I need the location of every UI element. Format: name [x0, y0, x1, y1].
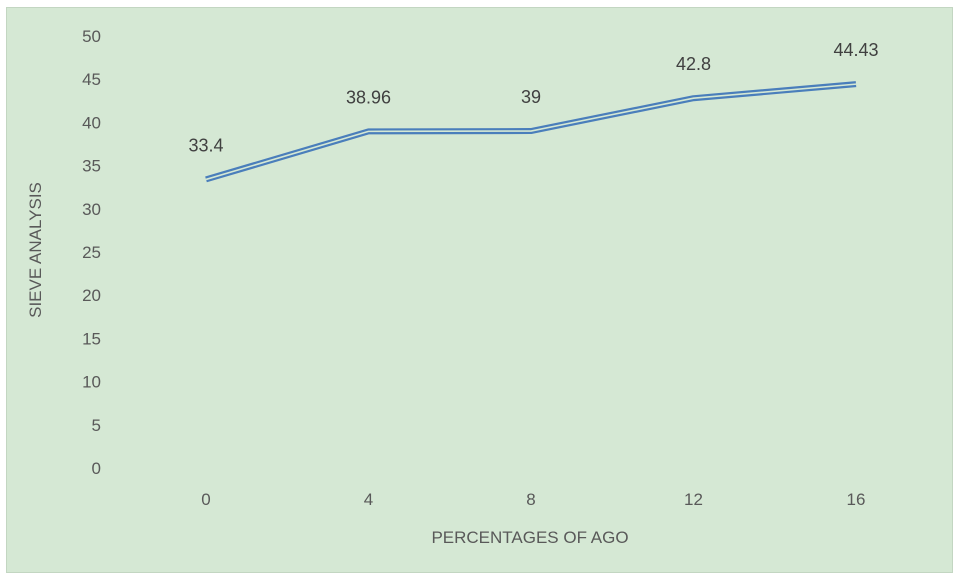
- y-tick-label: 5: [92, 416, 101, 435]
- y-tick-label: 30: [82, 200, 101, 219]
- y-tick-label: 35: [82, 157, 101, 176]
- data-label: 44.43: [833, 40, 878, 60]
- data-label: 33.4: [188, 135, 223, 155]
- data-label: 38.96: [346, 87, 391, 107]
- y-tick-label: 40: [82, 113, 101, 132]
- x-tick-label: 12: [684, 490, 703, 509]
- series-group: [205, 81, 857, 183]
- x-axis-title: PERCENTAGES OF AGO: [431, 528, 628, 547]
- y-tick-label: 25: [82, 243, 101, 262]
- y-axis-title: SIEVE ANALYSIS: [26, 182, 45, 318]
- y-tick-label: 10: [82, 373, 101, 392]
- data-label: 42.8: [676, 54, 711, 74]
- series-line-inner: [205, 83, 857, 181]
- x-axis-ticks: 0 4 8 12 16: [201, 490, 865, 509]
- x-tick-label: 16: [847, 490, 866, 509]
- y-tick-label: 45: [82, 70, 101, 89]
- data-labels: 33.4 38.96 39 42.8 44.43: [188, 40, 878, 155]
- y-axis-ticks: 0 5 10 15 20 25 30 35 40 45 50: [82, 27, 101, 478]
- x-tick-label: 4: [364, 490, 373, 509]
- y-tick-label: 20: [82, 286, 101, 305]
- x-tick-label: 0: [201, 490, 210, 509]
- x-tick-label: 8: [526, 490, 535, 509]
- chart-area: [6, 7, 953, 573]
- y-tick-label: 0: [92, 459, 101, 478]
- y-tick-label: 50: [82, 27, 101, 46]
- y-tick-label: 15: [82, 329, 101, 348]
- data-label: 39: [521, 87, 541, 107]
